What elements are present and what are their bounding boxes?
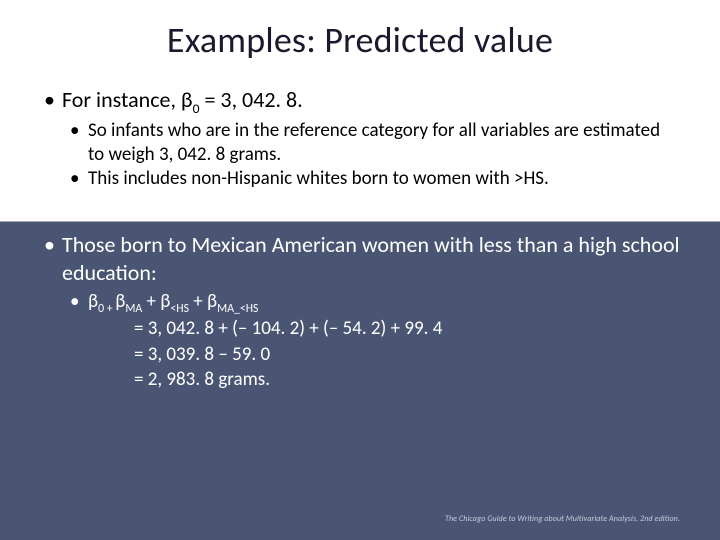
text-beta0-sub: 0 [193,100,200,117]
bullet-mexican-american: Those born to Mexican American women wit… [40,231,680,287]
fm-bhs: β [160,290,170,313]
footer-citation: The Chicago Guide to Writing about Multi… [445,514,680,524]
bullet-reference-note: Reference category for race and mother's… [94,204,680,225]
bullet-nonhispanic: This includes non-Hispanic whites born t… [64,167,680,191]
slide-container: Examples: Predicted value For instance, … [0,0,720,540]
fm-b0-sub: 0 + [98,302,115,316]
bullet-ref-category: So infants who are in the reference cate… [64,119,680,167]
fm-b0: β [88,290,98,313]
bullet-formula: β0 + βMA + β<HS + βMA_<HS [64,290,680,317]
slide-title: Examples: Predicted value [40,18,680,62]
text-beta0-suffix: = 3, 042. 8. [200,86,303,113]
calc-line-2: = 3, 039. 8 – 59. 0 [134,343,680,367]
text-beta0-prefix: For instance, β [62,86,193,113]
calc-line-1: = 3, 042. 8 + (– 104. 2) + (– 54. 2) + 9… [134,317,680,341]
fm-bma: β [115,290,125,313]
calc-line-3: = 2, 983. 8 grams. [134,368,680,392]
fm-bma-sub: MA [125,302,142,316]
content-light-section: For instance, β0 = 3, 042. 8. So infants… [40,86,680,196]
fm-plus3: + [189,290,207,313]
fm-bmahs-sub: MA_<HS [217,302,258,316]
bullet-for-instance: For instance, β0 = 3, 042. 8. [40,86,680,117]
fm-bmahs: β [207,290,217,313]
slide-content: For instance, β0 = 3, 042. 8. So infants… [40,86,680,392]
fm-plus2: + [142,290,160,313]
content-dark-section: Reference category for race and mother's… [40,196,680,392]
fm-bhs-sub: <HS [170,302,189,316]
